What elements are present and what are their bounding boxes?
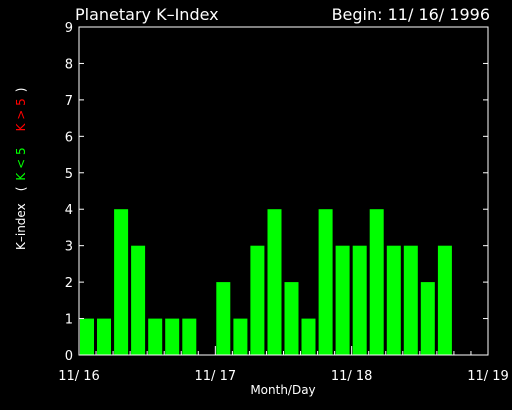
kindex-bar bbox=[216, 282, 231, 355]
kindex-bar bbox=[437, 245, 452, 355]
y-tick-label: 4 bbox=[65, 203, 73, 218]
kindex-bar bbox=[352, 245, 367, 355]
kindex-bar bbox=[386, 245, 401, 355]
kindex-bar bbox=[182, 318, 197, 355]
y-tick-label: 6 bbox=[65, 130, 73, 145]
kindex-bar bbox=[114, 209, 129, 355]
y-axis-label: K–index ( K < 5 K > 5) bbox=[14, 88, 28, 250]
kindex-bar bbox=[284, 282, 299, 355]
chart-title: Planetary K–Index bbox=[75, 5, 219, 24]
x-tick-label: 11/ 19 bbox=[467, 369, 509, 384]
kindex-bar bbox=[80, 318, 94, 355]
kindex-bar bbox=[250, 245, 265, 355]
kindex-bar bbox=[318, 209, 333, 355]
y-tick-label: 8 bbox=[65, 57, 73, 72]
kindex-bar bbox=[420, 282, 435, 355]
kindex-bar bbox=[369, 209, 384, 355]
y-axis-label-open: ( bbox=[14, 187, 28, 192]
y-tick-label: 0 bbox=[65, 349, 73, 364]
axis-ticks: 0 1 2 3 4 5 6 7 8 9 11/ 16 11/ 17 11/ 18 11/ 19 bbox=[58, 21, 509, 384]
y-axis-label-low: K < 5 bbox=[14, 147, 28, 180]
y-axis-label-high: K > 5 bbox=[14, 98, 28, 131]
kindex-bar bbox=[233, 318, 248, 355]
kindex-bar bbox=[301, 318, 316, 355]
y-tick-label: 2 bbox=[65, 276, 73, 291]
kindex-bar bbox=[267, 209, 282, 355]
kindex-bar bbox=[148, 318, 163, 355]
y-tick-label: 1 bbox=[65, 313, 73, 328]
x-tick-label: 11/ 17 bbox=[195, 369, 237, 384]
y-tick-label: 3 bbox=[65, 240, 73, 255]
x-tick-label: 11/ 18 bbox=[331, 369, 373, 384]
y-axis-label-prefix: K–index bbox=[14, 203, 28, 250]
kindex-bar bbox=[335, 245, 350, 355]
y-tick-label: 5 bbox=[65, 167, 73, 182]
kindex-bar bbox=[165, 318, 180, 355]
y-axis-label-close: ) bbox=[14, 88, 28, 93]
plot-frame bbox=[78, 26, 489, 356]
kindex-bar bbox=[403, 245, 418, 355]
bar-series bbox=[80, 209, 452, 355]
chart-subtitle: Begin: 11/ 16/ 1996 bbox=[332, 5, 490, 24]
kindex-bar bbox=[97, 318, 111, 355]
y-tick-label: 9 bbox=[65, 21, 73, 36]
x-axis-label: Month/Day bbox=[250, 383, 315, 397]
y-tick-label: 7 bbox=[65, 94, 73, 109]
x-tick-label: 11/ 16 bbox=[58, 369, 100, 384]
kindex-bar bbox=[131, 245, 146, 355]
